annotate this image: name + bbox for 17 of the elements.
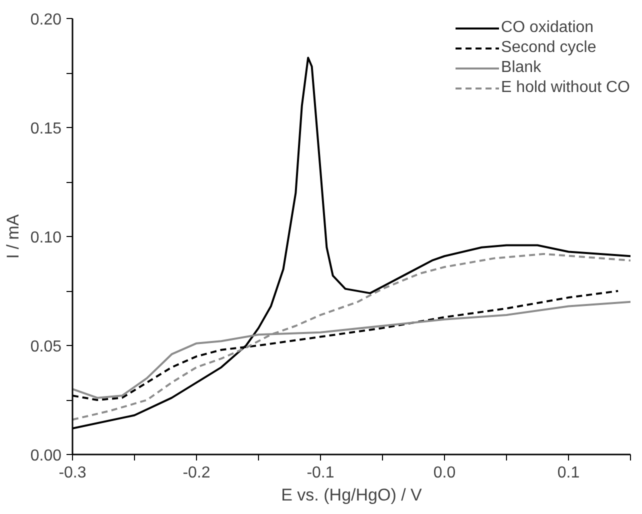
- legend-label: Blank: [501, 59, 542, 77]
- y-tick-label: 0.05: [30, 338, 62, 356]
- x-tick-label: -0.1: [306, 464, 334, 482]
- y-axis-title: I / mA: [3, 214, 22, 259]
- line-series: [72, 252, 630, 421]
- x-tick-label: 0.0: [433, 464, 456, 482]
- x-tick-label: -0.3: [58, 464, 86, 482]
- legend-label: E hold without CO: [501, 79, 630, 97]
- x-tick-label: -0.2: [182, 464, 210, 482]
- x-axis-title: E vs. (Hg/HgO) / V: [281, 486, 423, 504]
- y-tick-label: 0.15: [30, 120, 62, 138]
- y-tick-label: 0.00: [30, 448, 62, 464]
- y-tick-label: 0.20: [30, 12, 62, 28]
- legend-label: CO oxidation: [501, 19, 594, 37]
- x-tick-label: 0.1: [557, 464, 580, 482]
- legend-label: Second cycle: [501, 39, 596, 57]
- y-tick-label: 0.10: [30, 230, 62, 246]
